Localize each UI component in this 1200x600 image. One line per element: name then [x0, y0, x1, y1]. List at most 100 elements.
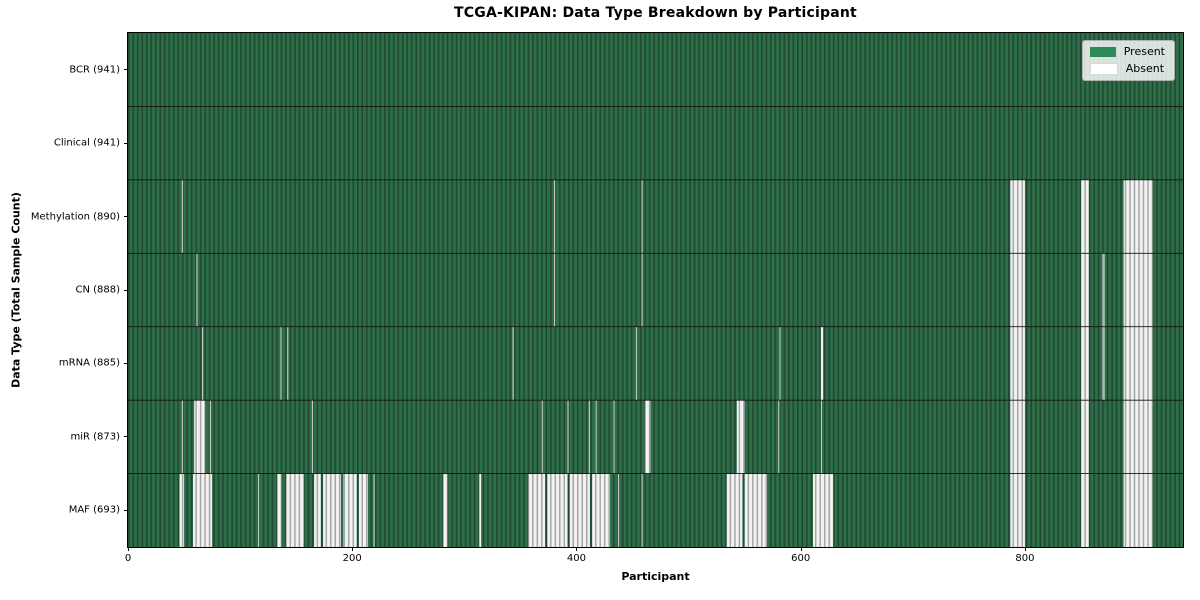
- absent-segment: [512, 326, 514, 401]
- absent-segment: [641, 253, 643, 327]
- absent-segment: [541, 400, 543, 474]
- absent-segment: [813, 473, 834, 547]
- x-tick-label-200: 200: [342, 553, 362, 564]
- y-tick-label-mir: miR (873): [70, 431, 120, 443]
- legend-label-present: Present: [1123, 45, 1165, 58]
- absent-segment: [1080, 473, 1089, 547]
- legend-item-present: Present: [1089, 45, 1165, 58]
- absent-segment: [641, 179, 643, 254]
- absent-segment: [617, 473, 620, 547]
- absent-segment: [277, 473, 282, 547]
- absent-segment: [1010, 400, 1025, 474]
- x-tick-label-600: 600: [791, 553, 811, 564]
- legend-label-absent: Absent: [1125, 62, 1165, 75]
- absent-segment: [1010, 179, 1025, 254]
- absent-segment: [343, 473, 357, 547]
- absent-segment: [595, 400, 597, 474]
- absent-segment: [1080, 179, 1089, 254]
- absent-segment: [744, 473, 768, 547]
- heatmap-row-mrna: [128, 326, 1183, 401]
- y-tick-label-mrna: mRNA (885): [58, 357, 120, 369]
- chart-title: TCGA-KIPAN: Data Type Breakdown by Parti…: [454, 5, 857, 21]
- absent-segment: [1123, 179, 1153, 254]
- absent-segment: [1123, 473, 1153, 547]
- absent-segment: [554, 253, 556, 327]
- present-band-mir: [128, 400, 1183, 474]
- absent-segment: [1080, 326, 1089, 401]
- y-tick-mark: [124, 216, 128, 218]
- absent-segment: [196, 253, 198, 327]
- y-tick-mark: [124, 289, 128, 291]
- absent-segment: [443, 473, 448, 547]
- absent-segment: [478, 473, 482, 547]
- heatmap-row-methylation: [128, 179, 1183, 254]
- x-tick-mark: [576, 547, 578, 551]
- absent-segment: [1123, 253, 1153, 327]
- absent-segment: [588, 400, 590, 474]
- absent-segment: [179, 473, 185, 547]
- x-tick-mark: [352, 547, 354, 551]
- present-band-mrna: [128, 326, 1183, 401]
- absent-segment: [373, 473, 375, 547]
- absent-segment: [1010, 326, 1025, 401]
- absent-segment: [779, 326, 781, 401]
- absent-segment: [1080, 400, 1089, 474]
- absent-segment: [1010, 473, 1025, 547]
- absent-swatch-icon: [1089, 63, 1118, 75]
- absent-segment: [613, 400, 615, 474]
- absent-segment: [736, 400, 745, 474]
- x-tick-mark: [128, 547, 129, 551]
- absent-segment: [1102, 253, 1105, 327]
- present-band-bcr: [128, 33, 1183, 107]
- absent-segment: [635, 326, 638, 401]
- absent-segment: [820, 400, 822, 474]
- legend-item-absent: Absent: [1089, 62, 1165, 75]
- absent-segment: [554, 179, 556, 254]
- absent-segment: [280, 326, 282, 401]
- x-tick-mark: [1024, 547, 1026, 551]
- absent-segment: [194, 400, 206, 474]
- y-tick-label-maf: MAF (693): [68, 504, 120, 516]
- absent-segment: [181, 400, 183, 474]
- absent-segment: [286, 473, 305, 547]
- y-tick-label-bcr: BCR (941): [69, 64, 120, 76]
- absent-segment: [201, 326, 204, 401]
- absent-segment: [287, 326, 289, 401]
- absent-segment: [1010, 253, 1025, 327]
- y-tick-label-methylation: Methylation (890): [30, 211, 120, 223]
- absent-segment: [209, 400, 211, 474]
- heatmap-svg: [128, 33, 1183, 547]
- absent-segment: [193, 473, 213, 547]
- absent-segment: [820, 326, 824, 401]
- absent-segment: [644, 400, 651, 474]
- plot-area: Present Absent: [127, 32, 1184, 548]
- present-band-methylation: [128, 179, 1183, 254]
- present-swatch-icon: [1089, 47, 1116, 57]
- absent-segment: [1123, 400, 1153, 474]
- absent-segment: [528, 473, 546, 547]
- present-band-cn: [128, 253, 1183, 327]
- heatmap-row-maf: [128, 473, 1183, 547]
- absent-segment: [1123, 326, 1153, 401]
- heatmap-row-mir: [128, 400, 1183, 474]
- absent-segment: [592, 473, 611, 547]
- present-band-clinical: [128, 106, 1183, 180]
- y-tick-mark: [124, 436, 128, 438]
- legend: Present Absent: [1081, 40, 1175, 81]
- x-tick-label-800: 800: [1015, 553, 1035, 564]
- absent-segment: [311, 400, 313, 474]
- absent-segment: [547, 473, 568, 547]
- heatmap-row-clinical: [128, 106, 1183, 180]
- x-tick-label-400: 400: [566, 553, 586, 564]
- absent-segment: [314, 473, 321, 547]
- y-tick-mark: [124, 142, 128, 144]
- x-tick-label-0: 0: [124, 553, 132, 564]
- y-tick-label-cn: CN (888): [75, 284, 120, 296]
- y-tick-label-clinical: Clinical (941): [53, 137, 120, 149]
- absent-segment: [1080, 253, 1089, 327]
- absent-segment: [641, 473, 643, 547]
- x-tick-mark: [800, 547, 802, 551]
- absent-segment: [567, 400, 569, 474]
- heatmap-row-bcr: [128, 33, 1183, 107]
